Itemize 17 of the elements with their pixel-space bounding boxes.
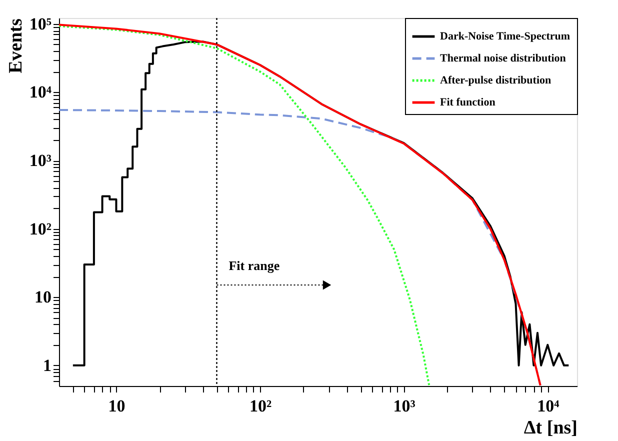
- legend-label: After-pulse distribution: [440, 74, 552, 86]
- y-tick-label: 1: [43, 356, 52, 375]
- legend-label: Fit function: [440, 96, 496, 108]
- y-tick-label: 10⁴: [29, 82, 52, 102]
- y-tick-label: 10³: [29, 151, 52, 170]
- y-tick-label: 10²: [29, 219, 52, 238]
- legend-label: Dark-Noise Time-Spectrum: [440, 30, 570, 42]
- y-tick-label: 10: [34, 288, 52, 307]
- y-tick-label: 10⁵: [29, 14, 52, 34]
- y-axis-title: Events: [5, 18, 26, 74]
- legend-label: Thermal noise distribution: [440, 52, 566, 64]
- ref-line-label: Fit range: [228, 258, 280, 273]
- x-tick-label: 10³: [393, 396, 416, 416]
- x-tick-label: 10: [108, 396, 126, 416]
- x-tick-label: 10⁴: [537, 396, 560, 416]
- x-tick-label: 10²: [249, 396, 272, 416]
- x-axis-title: Δt [ns]: [524, 418, 578, 438]
